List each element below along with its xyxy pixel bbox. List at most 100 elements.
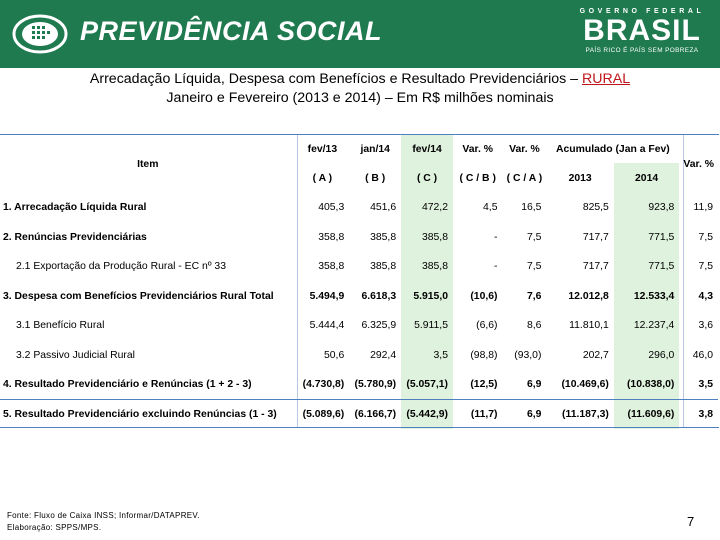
row-label: 3. Despesa com Benefícios Previdenciário… xyxy=(3,290,274,302)
cell-value: 7,5 xyxy=(698,231,713,243)
cell-value: 771,5 xyxy=(613,222,680,252)
row-label: 1. Arrecadação Líquida Rural xyxy=(3,202,147,214)
cell-value: 385,8 xyxy=(370,231,397,243)
cell-value: (5.089,6) xyxy=(302,409,345,420)
cell-value: (98,8) xyxy=(470,349,498,361)
header-fev13: fev/13 xyxy=(307,143,338,155)
cell-value: 11.810,1 xyxy=(569,320,609,332)
header-a: ( A ) xyxy=(312,172,333,184)
cell-value: 717,7 xyxy=(582,231,609,243)
cell-value: (5.057,1) xyxy=(401,370,453,400)
header-item: Item xyxy=(137,158,159,170)
cell-value: 385,8 xyxy=(401,252,453,282)
cell-value: (6.166,7) xyxy=(354,409,397,420)
column-divider xyxy=(297,135,298,428)
title-line-2: Janeiro e Fevereiro (2013 e 2014) – Em R… xyxy=(166,90,554,106)
source-line: Fonte: Fluxo de Caixa INSS; Informar/DAT… xyxy=(7,511,200,520)
cell-value: 825,5 xyxy=(582,202,609,214)
cell-value: 7,6 xyxy=(526,290,542,302)
table-row: 3.2 Passivo Judicial Rural 50,6 292,4 3,5 (9… xyxy=(0,340,718,370)
table-row: 2. Renúncias Previdenciárias 358,8 385,8 38… xyxy=(0,222,718,252)
table-body: 1. Arrecadação Líquida Rural 405,3 451,6 47… xyxy=(0,193,718,429)
cell-value: 923,8 xyxy=(613,193,680,223)
cell-value: 5.494,9 xyxy=(309,290,345,302)
row-label: 2.1 Exportação da Produção Rural - EC nº… xyxy=(16,261,226,273)
row-label: 2. Renúncias Previdenciárias xyxy=(3,231,147,243)
header-acumulado: Acumulado (Jan a Fev) xyxy=(556,143,670,155)
source-note: Fonte: Fluxo de Caixa INSS; Informar/DAT… xyxy=(7,510,200,534)
title-line-1: Arrecadação Líquida, Despesa com Benefíc… xyxy=(0,70,720,89)
table-row: 1. Arrecadação Líquida Rural 405,3 451,6 47… xyxy=(0,193,718,223)
cell-value: - xyxy=(494,261,498,273)
governo-federal-logo: GOVERNO FEDERAL BRASIL PAÍS RICO É PAÍS … xyxy=(572,8,712,60)
page-number: 7 xyxy=(687,514,695,529)
cell-value: 16,5 xyxy=(521,202,542,214)
table-row: 3.1 Benefício Rural 5.444,4 6.325,9 5.911,5… xyxy=(0,311,718,341)
table-row: 3. Despesa com Benefícios Previdenciário… xyxy=(0,281,718,311)
title-line-1-text: Arrecadação Líquida, Despesa com Benefíc… xyxy=(89,71,579,87)
cell-value: (11.187,3) xyxy=(562,409,609,420)
header-row-2: ( A ) ( B ) ( C ) ( C / B ) ( C / A ) 20… xyxy=(0,163,718,193)
header-row-1: Item fev/13 jan/14 fev/14 Var. % Var. % … xyxy=(0,135,718,170)
cell-value: (5.780,9) xyxy=(354,379,397,390)
table-row: 2.1 Exportação da Produção Rural - EC nº… xyxy=(0,252,718,282)
header-band: PREVIDÊNCIA SOCIAL GOVERNO FEDERAL BRASI… xyxy=(0,0,720,68)
header-2013: 2013 xyxy=(568,172,592,184)
cell-value: 292,4 xyxy=(370,349,397,361)
cell-value: 5.444,4 xyxy=(309,320,345,332)
previdencia-logo-icon xyxy=(12,14,68,54)
cell-value: 6,9 xyxy=(526,379,542,390)
row-label: 4. Resultado Previdenciário e Renúncias … xyxy=(3,379,252,390)
cell-value: 50,6 xyxy=(324,349,345,361)
elaboration-line: Elaboração: SPPS/MPS. xyxy=(7,523,102,532)
cell-value: 3,5 xyxy=(698,379,713,390)
cell-value: (11,7) xyxy=(470,409,498,420)
cell-value: 472,2 xyxy=(401,193,453,223)
cell-value: 7,5 xyxy=(526,261,542,273)
cell-value: 771,5 xyxy=(613,252,680,282)
cell-value: 7,5 xyxy=(698,261,713,273)
cell-value: 451,6 xyxy=(370,202,397,214)
cell-value: 11,9 xyxy=(693,202,713,214)
cell-value: 296,0 xyxy=(613,340,680,370)
cell-value: 202,7 xyxy=(582,349,609,361)
cell-value: 6,9 xyxy=(526,409,542,420)
cell-value: 6.325,9 xyxy=(361,320,397,332)
cell-value: 358,8 xyxy=(318,261,345,273)
cell-value: (6,6) xyxy=(476,320,498,332)
cell-value: 3,5 xyxy=(401,340,453,370)
data-table: Item fev/13 jan/14 fev/14 Var. % Var. % … xyxy=(0,135,718,429)
gov-slogan: PAÍS RICO É PAÍS SEM POBREZA xyxy=(585,47,699,54)
cell-value: 4,3 xyxy=(698,290,713,302)
cell-value: 717,7 xyxy=(582,261,609,273)
cell-value: 4,5 xyxy=(483,202,498,214)
cell-value: (93,0) xyxy=(514,349,542,361)
gov-name: BRASIL xyxy=(583,14,701,47)
header-c-a: ( C / A ) xyxy=(506,172,543,184)
header-c: ( C ) xyxy=(401,163,453,193)
row-label: 5. Resultado Previdenciário excluindo Re… xyxy=(3,409,277,420)
cell-value: (12,5) xyxy=(470,379,498,390)
header-var-acum: Var. % xyxy=(683,158,714,170)
cell-value: - xyxy=(494,231,498,243)
cell-value: 6.618,3 xyxy=(361,290,397,302)
header-fev14: fev/14 xyxy=(401,135,453,163)
title-highlight: RURAL xyxy=(582,71,631,87)
table-row: 4. Resultado Previdenciário e Renúncias … xyxy=(0,370,718,400)
cell-value: (5.442,9) xyxy=(401,399,453,429)
cell-value: 7,5 xyxy=(526,231,542,243)
cell-value: 12.533,4 xyxy=(613,281,680,311)
cell-value: (10.469,6) xyxy=(561,379,609,390)
cell-value: 8,6 xyxy=(526,320,542,332)
row-label: 3.2 Passivo Judicial Rural xyxy=(16,349,135,361)
header-c-b: ( C / B ) xyxy=(459,172,496,184)
cell-value: (11.609,6) xyxy=(613,399,680,429)
header-2014: 2014 xyxy=(613,163,680,193)
header-var-ca: Var. % xyxy=(509,143,540,155)
column-divider xyxy=(683,135,684,428)
cell-value: (4.730,8) xyxy=(302,379,345,390)
header-b: ( B ) xyxy=(365,172,386,184)
cell-value: 5.911,5 xyxy=(401,311,453,341)
cell-value: 12.012,8 xyxy=(568,290,609,302)
header-var-cb: Var. % xyxy=(462,143,494,155)
